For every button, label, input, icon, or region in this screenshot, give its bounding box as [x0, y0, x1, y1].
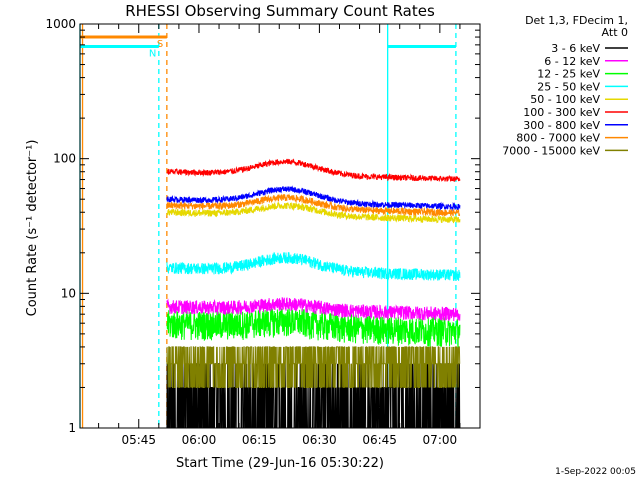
- y-axis-label: Count Rate (s⁻¹ detector⁻¹): [25, 140, 40, 317]
- plot-frame: [79, 23, 481, 429]
- flag-label-S: S: [157, 39, 163, 50]
- legend-label-4: 50 - 100 keV: [530, 93, 600, 106]
- legend-title-1: Att 0: [602, 26, 628, 39]
- series-line-2: [166, 306, 461, 348]
- legend-label-5: 100 - 300 keV: [523, 106, 600, 119]
- legend-label-7: 800 - 7000 keV: [516, 132, 600, 145]
- footer-timestamp: 1-Sep-2022 00:05: [555, 467, 636, 477]
- y-tick-label-3: 1000: [45, 17, 76, 31]
- x-tick-label-1: 06:00: [182, 433, 217, 447]
- series-line-4: [166, 200, 461, 224]
- series-line-7: [166, 193, 461, 218]
- legend-label-2: 12 - 25 keV: [537, 68, 600, 81]
- x-tick-label-4: 06:45: [362, 433, 397, 447]
- x-axis-label: Start Time (29-Jun-16 05:30:22): [176, 456, 384, 471]
- flag-label-N: N: [149, 49, 156, 60]
- series-line-5: [166, 158, 461, 182]
- plot-area: SN: [79, 24, 461, 429]
- legend-title-0: Det 1,3, FDecim 1,: [525, 14, 628, 27]
- y-tick-label-1: 10: [61, 286, 76, 300]
- legend-label-8: 7000 - 15000 keV: [502, 144, 600, 157]
- y-tick-label-0: 1: [68, 421, 76, 435]
- series-line-6: [166, 185, 461, 212]
- x-tick-label-5: 07:00: [423, 433, 458, 447]
- legend-label-3: 25 - 50 keV: [537, 80, 600, 93]
- x-tick-label-0: 05:45: [121, 433, 156, 447]
- legend-label-6: 300 - 800 keV: [523, 119, 600, 132]
- x-tick-label-3: 06:30: [302, 433, 337, 447]
- series-line-8: [166, 346, 461, 388]
- legend-label-0: 3 - 6 keV: [551, 42, 600, 55]
- series-line-3: [166, 251, 461, 281]
- y-tick-label-2: 100: [53, 152, 76, 166]
- axes: 1 10 100 1000 05:45 06:00 06:15 06:30 06:45 07:00: [45, 17, 481, 447]
- legend-label-1: 6 - 12 keV: [544, 55, 600, 68]
- series-line-1: [166, 297, 461, 322]
- x-tick-label-2: 06:15: [242, 433, 277, 447]
- chart-title: RHESSI Observing Summary Count Rates: [125, 2, 435, 20]
